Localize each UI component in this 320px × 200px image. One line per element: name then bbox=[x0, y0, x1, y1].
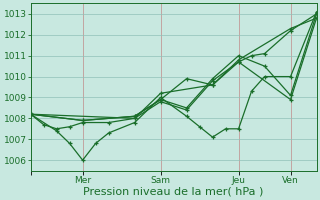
X-axis label: Pression niveau de la mer( hPa ): Pression niveau de la mer( hPa ) bbox=[84, 187, 264, 197]
